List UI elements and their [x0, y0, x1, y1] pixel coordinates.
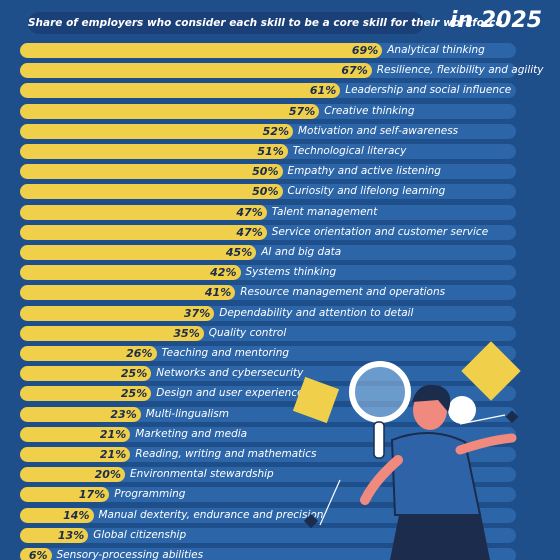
connector-line-2: [459, 414, 506, 425]
value-label: 13%: [57, 528, 85, 542]
bar: [20, 507, 94, 523]
value-label: 52%: [262, 124, 289, 138]
category-label: Analytical thinking: [387, 44, 485, 56]
bar: [20, 245, 257, 260]
category-label: Motivation and self-awareness: [298, 124, 459, 137]
person-figure: [360, 384, 517, 560]
value-label: 50%: [252, 185, 279, 199]
category-label: Design and user experience: [156, 387, 304, 400]
bar: [20, 366, 152, 382]
category-label: Dependability and attention to detail: [219, 306, 414, 319]
category-label: Marketing and media: [135, 427, 248, 440]
value-label: 69%: [351, 44, 379, 57]
bar: [20, 144, 288, 159]
magnifying-glass-icon: [349, 361, 411, 459]
bar: [20, 184, 283, 200]
bar-track: [20, 507, 516, 523]
bar: [20, 204, 267, 220]
bar-track: [20, 487, 516, 503]
bar: [20, 103, 320, 119]
bar: [20, 346, 157, 361]
value-label: 47%: [236, 225, 263, 239]
value-label: 57%: [288, 104, 316, 118]
connector-line: [319, 479, 341, 526]
bar: [20, 224, 267, 240]
small-dark-square-icon: [303, 513, 319, 529]
value-label: 42%: [210, 266, 237, 280]
bar-track: [20, 527, 516, 543]
yellow-square-icon: [292, 376, 340, 424]
bar: [20, 164, 283, 180]
bar: [20, 467, 125, 483]
year-title: in 2025: [449, 8, 542, 33]
category-label: Quality control: [208, 326, 287, 339]
value-label: 20%: [94, 468, 121, 482]
magnifier-person-illustration: [292, 341, 521, 560]
category-label: Reading, writing and mathematics: [135, 448, 317, 460]
chart-subtitle: Share of employers who consider each ski…: [28, 12, 503, 34]
bar: [20, 43, 383, 58]
value-label: 67%: [341, 64, 368, 78]
category-label: Teaching and mentoring: [161, 347, 290, 359]
category-label: Sensory-processing abilities: [56, 549, 204, 560]
category-label: Leadership and social influence: [345, 84, 512, 97]
white-circle-icon: [448, 396, 476, 424]
category-label: Systems thinking: [245, 266, 337, 279]
small-dark-diamond-icon: [505, 410, 519, 424]
value-label: 26%: [126, 347, 153, 360]
value-label: 41%: [204, 286, 232, 300]
bar: [20, 83, 341, 99]
category-label: AI and big data: [261, 246, 342, 258]
bar: [20, 406, 141, 422]
bar: [20, 265, 241, 281]
bar: [20, 447, 131, 462]
bar: [20, 386, 152, 402]
bar: [20, 123, 293, 139]
category-label: Resource management and operations: [240, 286, 446, 299]
category-label: Environmental stewardship: [130, 468, 274, 481]
category-label: Global citizenship: [93, 528, 187, 541]
bar: [20, 63, 372, 79]
category-label: Resilience, flexibility and agility: [376, 64, 544, 77]
category-label: Multi-lingualism: [145, 407, 229, 420]
value-label: 21%: [99, 448, 127, 461]
category-label: Creative thinking: [324, 104, 415, 117]
value-label: 25%: [120, 387, 148, 401]
category-label: Curiosity and lifelong learning: [287, 185, 446, 198]
bar: [20, 548, 52, 560]
value-label: 21%: [99, 427, 127, 441]
yellow-diamond-icon: [461, 341, 521, 401]
category-label: Service orientation and customer service: [271, 225, 489, 238]
category-label: Networks and cybersecurity: [156, 367, 304, 380]
value-label: 61%: [309, 84, 337, 98]
value-label: 47%: [236, 205, 263, 219]
bar: [20, 325, 204, 341]
category-label: Talent management: [271, 205, 378, 218]
bar-track: [20, 426, 516, 442]
bar: [20, 487, 110, 503]
value-label: 37%: [183, 306, 211, 320]
category-label: Programming: [114, 488, 186, 501]
value-label: 17%: [78, 488, 106, 502]
value-label: 45%: [225, 246, 253, 259]
category-label: Manual dexterity, endurance and precisio…: [98, 508, 324, 521]
category-label: Empathy and active listening: [287, 165, 441, 178]
value-label: 51%: [257, 145, 284, 158]
category-label: Technological literacy: [292, 145, 407, 157]
value-label: 14%: [63, 508, 90, 522]
value-label: 23%: [110, 407, 137, 421]
value-label: 35%: [173, 326, 200, 340]
value-label: 25%: [120, 367, 148, 381]
value-label: 6%: [28, 549, 48, 560]
bar: [20, 426, 131, 442]
bar: [20, 285, 236, 301]
bar: [20, 527, 89, 543]
bar: [20, 305, 215, 321]
value-label: 50%: [252, 165, 279, 179]
